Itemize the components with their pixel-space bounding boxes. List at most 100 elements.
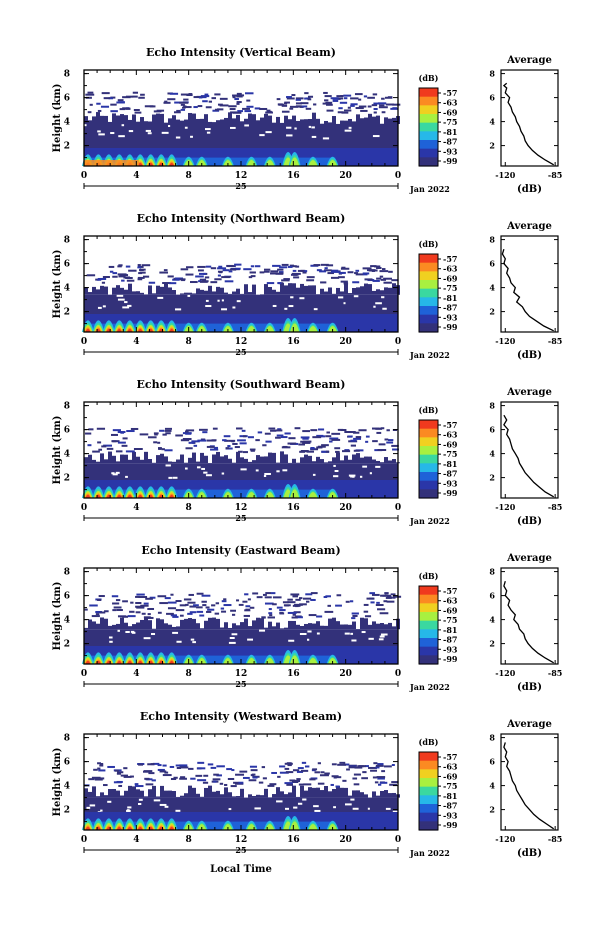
- heatmap-gap: [221, 299, 224, 302]
- heatmap-cell: [379, 781, 388, 784]
- heatmap-cell: [386, 600, 395, 603]
- colorbar-swatch: [419, 314, 438, 318]
- colorbar-swatch: [419, 784, 438, 788]
- colorbar-swatch: [419, 760, 438, 764]
- x-tick-label: 0: [395, 669, 401, 679]
- heatmap-cell: [272, 122, 276, 124]
- colorbar-frame: [418, 87, 439, 167]
- heatmap-cell: [135, 611, 141, 614]
- heatmap-cell: [372, 279, 380, 282]
- heatmap-cell: [340, 291, 344, 295]
- heatmap-cell: [190, 777, 196, 780]
- heatmap-gap: [255, 469, 259, 472]
- heatmap-cell: [169, 282, 177, 285]
- heatmap-cell: [193, 106, 198, 109]
- heatmap-cell: [295, 265, 300, 268]
- heatmap-gap: [290, 296, 294, 299]
- y-tick-label: 2: [64, 474, 70, 484]
- heatmap-cell: [260, 456, 264, 464]
- heatmap-cell: [132, 91, 139, 94]
- heatmap-cell: [249, 765, 258, 768]
- heatmap-gap: [221, 308, 228, 311]
- colorbar-swatch: [419, 256, 438, 259]
- heatmap-cell: [368, 456, 372, 464]
- heatmap-cell: [214, 278, 222, 281]
- heatmap-cell: [206, 610, 212, 613]
- heatmap-cell: [156, 455, 160, 464]
- heatmap-cell: [229, 108, 236, 111]
- heatmap-cell: [231, 613, 236, 616]
- x-tick-label: 8: [186, 171, 192, 181]
- heatmap-gap: [203, 471, 208, 474]
- heatmap-cell: [107, 765, 115, 768]
- heatmap-cell: [216, 765, 225, 768]
- heatmap-cell: [183, 105, 187, 108]
- heatmap-cell: [231, 440, 235, 443]
- heatmap-cell: [349, 600, 354, 603]
- heatmap-cell: [352, 777, 358, 780]
- heatmap-plume: [169, 660, 175, 664]
- heatmap-cell: [101, 445, 107, 448]
- heatmap-cell: [392, 459, 396, 464]
- colorbar-frame: [418, 585, 439, 665]
- colorbar-swatch: [419, 467, 438, 471]
- heatmap-cell: [336, 95, 344, 98]
- colorbar-tick-label: -63: [443, 264, 458, 274]
- colorbar-swatch: [419, 142, 438, 145]
- heatmap-cell: [275, 436, 281, 439]
- heatmap-cell: [196, 118, 200, 124]
- heatmap-cell: [262, 777, 267, 780]
- heatmap-cell: [260, 795, 264, 798]
- heatmap-cell: [199, 428, 208, 431]
- profile-x-tick-label: -120: [495, 336, 515, 346]
- heatmap-cell: [325, 435, 332, 438]
- panel-title: Echo Intensity (Eastward Beam): [141, 544, 340, 557]
- heatmap-cell: [279, 771, 289, 774]
- heatmap-cell: [126, 276, 131, 279]
- heatmap-cell: [352, 614, 358, 617]
- heatmap-cell: [99, 764, 104, 767]
- heatmap-cell: [205, 106, 212, 109]
- heatmap-cell: [228, 105, 237, 108]
- profile-x-label: (dB): [517, 184, 542, 195]
- heatmap-cell: [350, 439, 357, 442]
- heatmap-gap: [192, 641, 196, 644]
- heatmap-cell: [116, 115, 120, 124]
- heatmap-gap: [110, 132, 115, 135]
- heatmap-gap: [264, 472, 271, 475]
- heatmap-cell: [352, 621, 356, 630]
- date-label: Jan 2022: [409, 682, 450, 692]
- heatmap-cell: [383, 281, 392, 284]
- colorbar-swatch: [419, 441, 438, 445]
- date-day: 25: [235, 845, 246, 855]
- heatmap-gap: [84, 124, 87, 127]
- heatmap-cell: [200, 96, 207, 99]
- heatmap-cell: [343, 94, 352, 97]
- heatmap-cell: [268, 608, 272, 611]
- heatmap-cell: [264, 284, 268, 295]
- colorbar-swatch: [419, 459, 438, 462]
- colorbar-swatch: [419, 629, 438, 633]
- heatmap-cell: [272, 626, 276, 630]
- heatmap-gap: [352, 807, 359, 810]
- heatmap-cell: [292, 785, 296, 798]
- colorbar-swatch: [419, 426, 438, 430]
- heatmap-cell: [202, 781, 209, 784]
- heatmap-cell: [195, 774, 203, 777]
- heatmap-cell: [358, 105, 367, 108]
- heatmap-gap: [97, 130, 101, 133]
- heatmap-cell: [344, 283, 348, 295]
- heatmap-cell: [189, 611, 197, 614]
- heatmap-cell: [100, 285, 104, 295]
- heatmap-cell: [374, 265, 381, 268]
- heatmap-cell: [324, 610, 334, 613]
- heatmap-cell: [232, 462, 236, 464]
- heatmap-cell: [251, 773, 256, 776]
- colorbar-swatch: [419, 819, 438, 822]
- heatmap-cell: [103, 97, 111, 100]
- heatmap-cell: [335, 450, 340, 453]
- heatmap-gap: [127, 806, 132, 809]
- heatmap-gap: [206, 131, 211, 134]
- heatmap-cell: [135, 602, 142, 605]
